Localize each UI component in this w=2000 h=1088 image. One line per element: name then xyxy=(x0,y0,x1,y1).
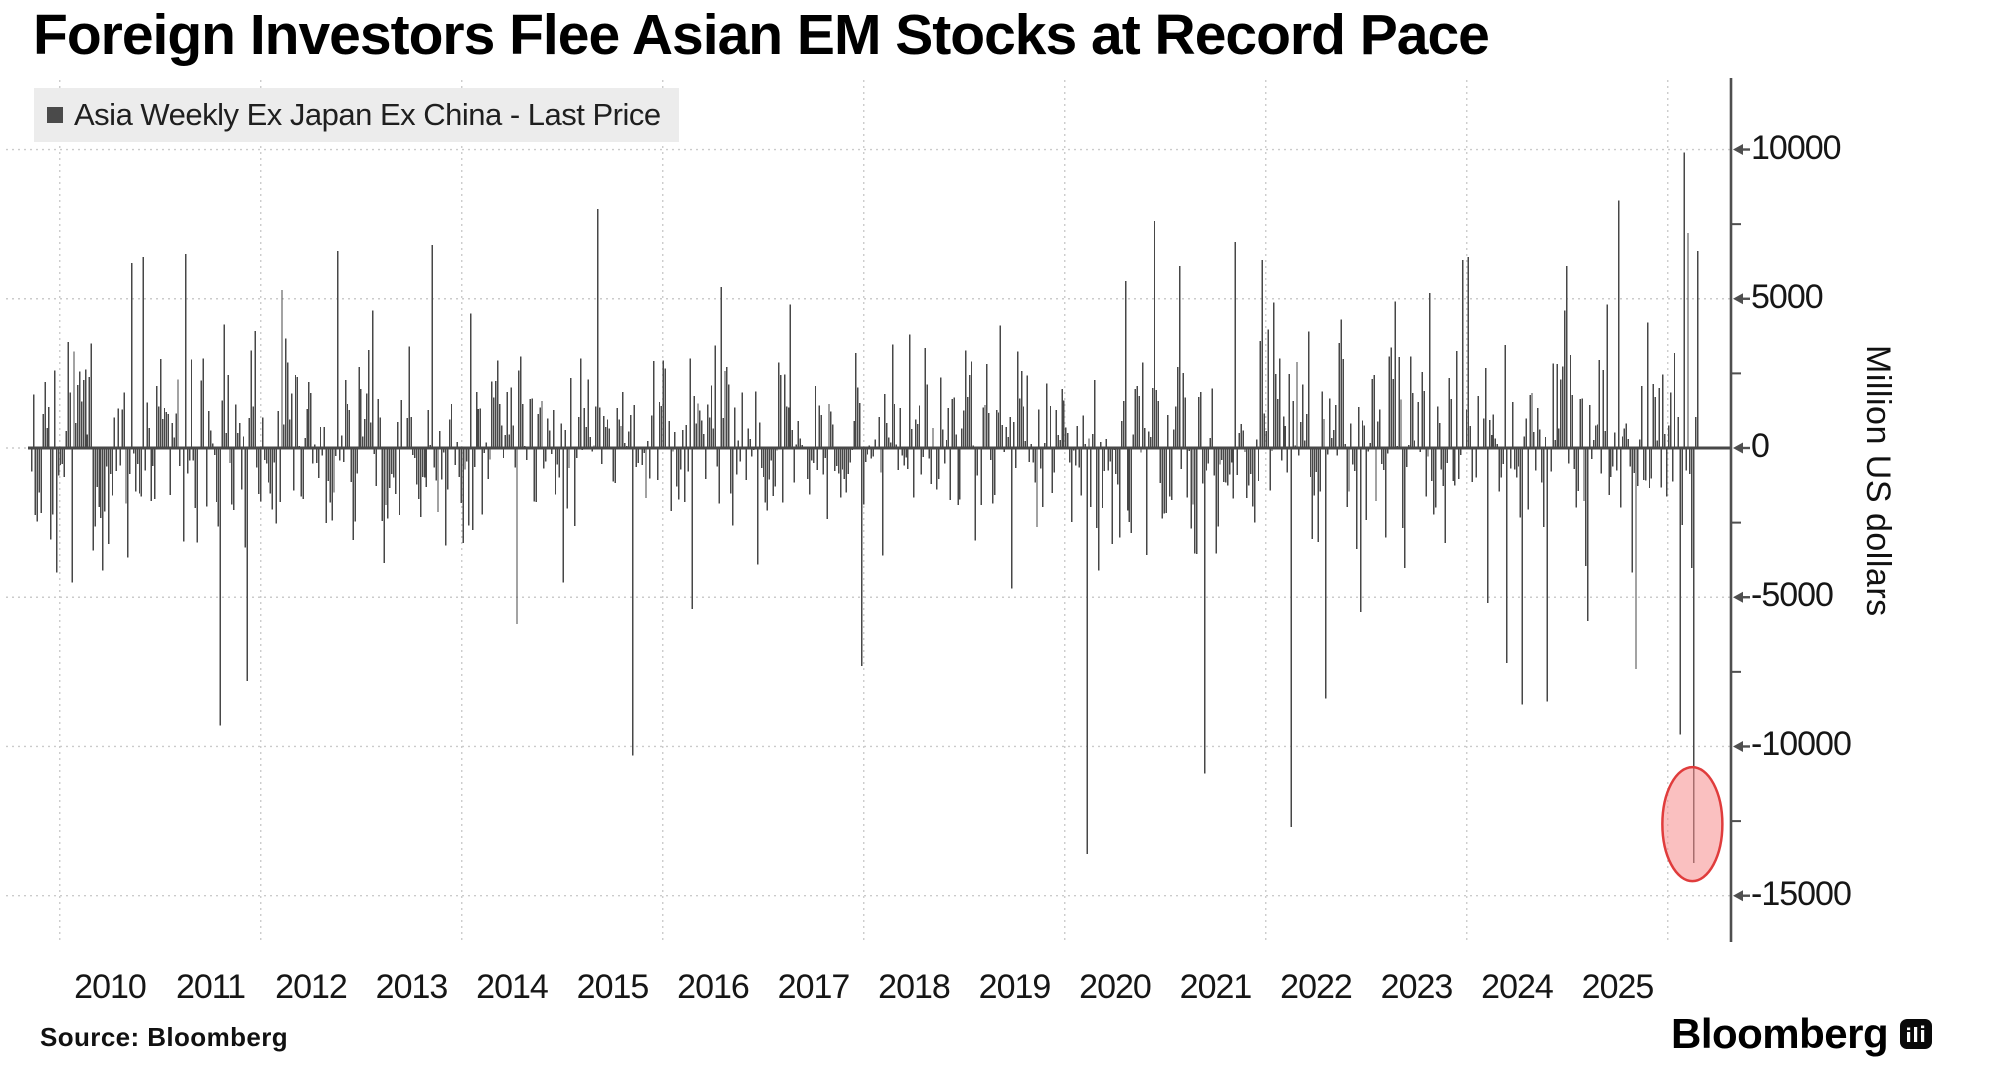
bloomberg-terminal-icon xyxy=(1900,1019,1933,1049)
page-title: Foreign Investors Flee Asian EM Stocks a… xyxy=(33,3,1490,67)
y-axis xyxy=(1729,78,1750,942)
x-tick-label: 2023 xyxy=(1380,968,1454,1006)
legend: Asia Weekly Ex Japan Ex China - Last Pri… xyxy=(34,88,679,142)
x-tick-label: 2012 xyxy=(275,968,348,1006)
x-tick-label: 2013 xyxy=(375,968,449,1006)
x-tick-label: 2010 xyxy=(74,968,147,1006)
x-tick-label: 2015 xyxy=(576,968,650,1006)
y-tick-label: -10000 xyxy=(1751,725,1852,764)
x-tick-label: 2020 xyxy=(1079,968,1152,1006)
x-tick-label: 2021 xyxy=(1179,968,1253,1006)
x-tick-label: 2022 xyxy=(1280,968,1353,1006)
source-note: Source: Bloomberg xyxy=(40,1022,289,1052)
x-tick-label: 2018 xyxy=(878,968,951,1006)
legend-label: Asia Weekly Ex Japan Ex China - Last Pri… xyxy=(74,97,661,132)
y-tick-label: 0 xyxy=(1751,427,1770,465)
gridlines xyxy=(6,80,1731,940)
x-tick-label: 2025 xyxy=(1581,968,1655,1006)
bars xyxy=(30,152,1699,863)
bloomberg-branding: Bloomberg xyxy=(1671,1010,1933,1058)
y-axis-title: Million US dollars xyxy=(1859,345,1897,617)
x-tick-label: 2024 xyxy=(1481,968,1554,1006)
bloomberg-logo-text: Bloomberg xyxy=(1671,1010,1889,1057)
y-tick-label: -5000 xyxy=(1751,576,1834,615)
x-tick-label: 2016 xyxy=(677,968,750,1006)
record-outflow-highlight xyxy=(1661,765,1724,883)
x-tick-label: 2011 xyxy=(175,968,246,1006)
x-tick-label: 2014 xyxy=(476,968,549,1006)
y-tick-label: -15000 xyxy=(1751,874,1852,913)
y-tick-label: 5000 xyxy=(1751,277,1824,316)
legend-series-marker-icon xyxy=(47,107,63,123)
y-tick-label: 10000 xyxy=(1751,128,1842,167)
x-tick-label: 2017 xyxy=(777,968,851,1006)
x-tick-label: 2019 xyxy=(978,968,1052,1006)
